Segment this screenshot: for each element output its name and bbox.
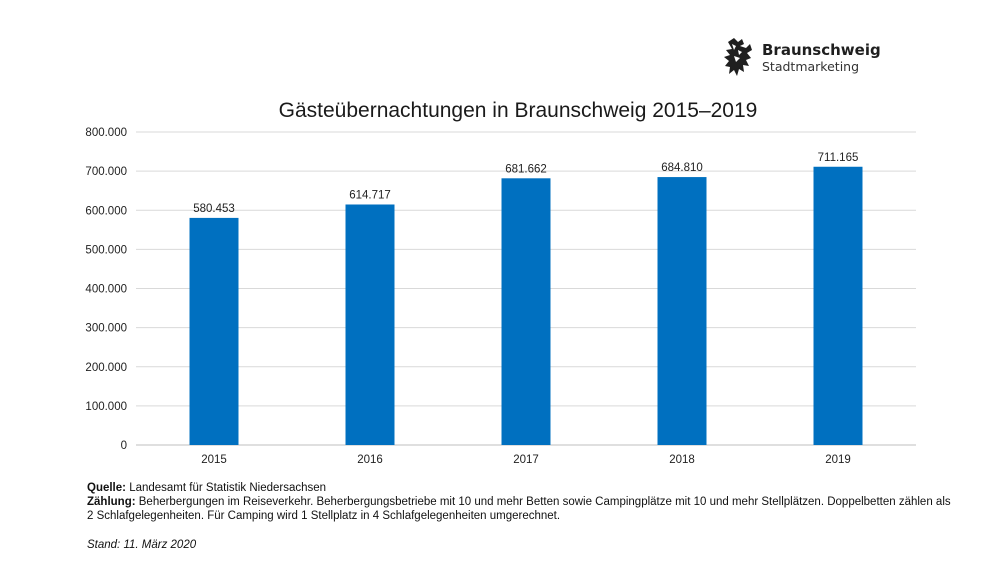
bar <box>189 217 239 445</box>
count-text: Beherbergungen im Reiseverkehr. Beherber… <box>87 496 951 522</box>
stand-date: Stand: 11. März 2020 <box>87 539 197 551</box>
x-tick-label: 2015 <box>201 454 227 466</box>
data-label: 711.165 <box>818 152 859 164</box>
count-label: Zählung: <box>87 496 136 508</box>
y-tick-label: 800.000 <box>85 127 127 139</box>
source-line: Quelle: Landesamt für Statistik Niedersa… <box>87 481 957 495</box>
y-tick-label: 200.000 <box>85 362 127 374</box>
x-tick-label: 2016 <box>357 454 383 466</box>
count-line: Zählung: Beherbergungen im Reiseverkehr.… <box>87 495 957 523</box>
data-label: 614.717 <box>349 189 391 201</box>
footer-notes: Quelle: Landesamt für Statistik Niedersa… <box>87 481 957 523</box>
y-tick-label: 0 <box>121 440 127 452</box>
data-label: 580.453 <box>193 203 235 215</box>
x-tick-label: 2017 <box>513 454 539 466</box>
x-tick-label: 2019 <box>825 454 851 466</box>
lion-icon <box>724 38 752 76</box>
y-tick-label: 100.000 <box>85 401 127 413</box>
logo-subtitle: Stadtmarketing <box>762 59 860 75</box>
bar <box>813 166 863 445</box>
x-tick-label: 2018 <box>669 454 695 466</box>
source-text: Landesamt für Statistik Niedersachsen <box>129 482 327 494</box>
y-tick-label: 400.000 <box>85 284 127 296</box>
y-tick-label: 500.000 <box>85 244 127 256</box>
bar <box>501 178 551 445</box>
y-tick-label: 700.000 <box>85 166 127 178</box>
bar <box>345 204 395 445</box>
y-tick-label: 600.000 <box>85 205 127 217</box>
data-label: 681.662 <box>505 163 547 175</box>
logo-name: Braunschweig <box>762 40 881 59</box>
chart-title: Gästeübernachtungen in Braunschweig 2015… <box>278 99 758 122</box>
source-label: Quelle: <box>87 482 126 494</box>
y-tick-label: 300.000 <box>85 323 127 335</box>
braunschweig-logo: Braunschweig Stadtmarketing <box>722 36 881 80</box>
bar <box>657 177 707 445</box>
data-label: 684.810 <box>661 162 703 174</box>
